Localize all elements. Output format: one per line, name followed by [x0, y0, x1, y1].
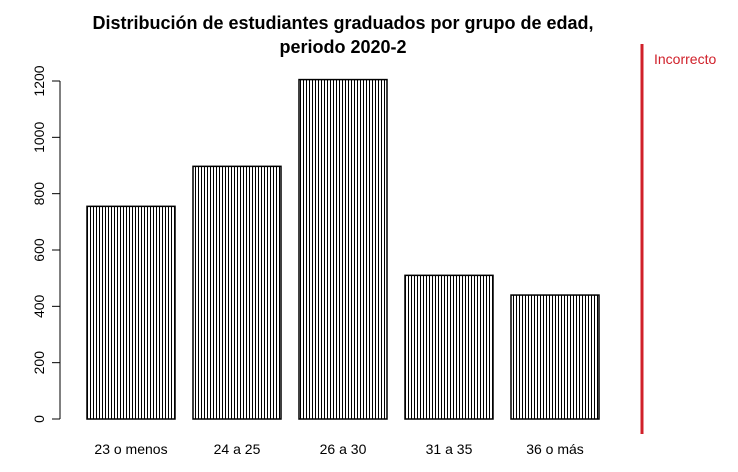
- chart-title-line-1: Distribución de estudiantes graduados po…: [92, 13, 593, 33]
- bar: [510, 294, 600, 420]
- y-tick-label: 200: [31, 351, 47, 375]
- x-category-label: 24 a 25: [214, 441, 261, 457]
- bar: [298, 78, 388, 420]
- y-tick-label: 0: [31, 415, 47, 423]
- x-category-label: 26 a 30: [320, 441, 367, 457]
- y-tick-label: 800: [31, 182, 47, 206]
- bar: [192, 165, 282, 420]
- x-category-label: 31 a 35: [426, 441, 473, 457]
- chart-title-line-2: periodo 2020-2: [279, 37, 406, 57]
- y-tick-label: 1000: [31, 122, 47, 153]
- x-category-label: 23 o menos: [94, 441, 167, 457]
- bar: [404, 274, 494, 420]
- y-tick-label: 400: [31, 294, 47, 318]
- y-axis: 0 200 400 600 800 1000 1200: [31, 65, 61, 423]
- x-axis-labels: 23 o menos 24 a 25 26 a 30 31 a 35 36 o más: [94, 441, 583, 457]
- x-category-label: 36 o más: [526, 441, 584, 457]
- status-label: Incorrecto: [654, 51, 716, 67]
- bar: [86, 205, 176, 420]
- y-tick-label: 1200: [31, 65, 47, 96]
- bars: [86, 78, 600, 420]
- y-tick-label: 600: [31, 238, 47, 262]
